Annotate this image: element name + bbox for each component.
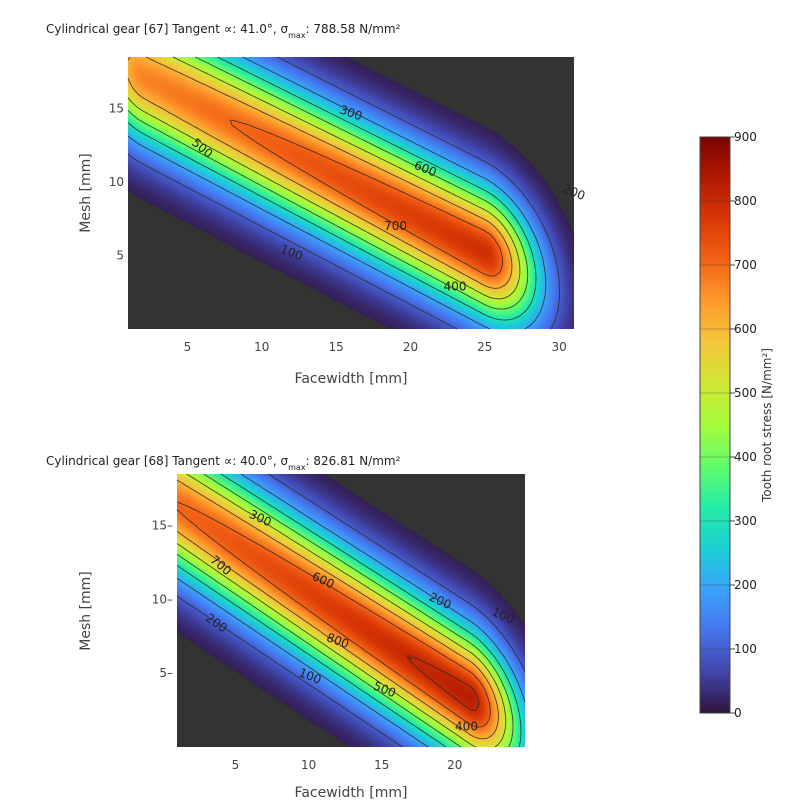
- contour-label: 400: [455, 719, 478, 733]
- colorbar: 0 100 200 300 400 500 600 700 800 900 Tooth root …: [699, 130, 774, 720]
- x-tick-label: 15: [374, 758, 389, 772]
- x-tick-label: 5: [232, 758, 240, 772]
- x-axis-ticks: 5 10 15 20 25 30: [184, 340, 567, 354]
- subplot-gear68: Cylindrical gear [68] Tangent ∝: 40.0°, …: [46, 454, 526, 800]
- y-tick-label: 10: [109, 175, 124, 189]
- x-tick-label: 20: [447, 758, 462, 772]
- colorbar-tick-label: 400: [734, 450, 757, 464]
- colorbar-tick-label: 800: [734, 194, 757, 208]
- contour-line-200: [176, 473, 526, 748]
- y-axis-label: Mesh [mm]: [78, 153, 94, 233]
- colorbar-tick-label: 300: [734, 514, 757, 528]
- contour-line-400: [176, 473, 514, 748]
- subplot-title: Cylindrical gear [68] Tangent ∝: 40.0°, …: [46, 454, 401, 472]
- colorbar-ticks: 0 100 200 300 400 500 600 700 800 900: [700, 130, 757, 720]
- colorbar-tick-label: 900: [734, 130, 757, 144]
- x-axis-ticks: 5 10 15 20: [232, 758, 463, 772]
- contour-line-100: [176, 473, 526, 748]
- colorbar-tick-label: 100: [734, 642, 757, 656]
- y-tick-label: 5–: [159, 666, 173, 680]
- colorbar-tick-label: 200: [734, 578, 757, 592]
- subplot-gear67: Cylindrical gear [67] Tangent ∝: 41.0°, …: [46, 22, 587, 387]
- contour-line-700: [176, 501, 491, 728]
- x-axis-label: Facewidth [mm]: [295, 371, 408, 387]
- y-axis-ticks: 5 10 15: [109, 101, 124, 262]
- y-tick-label: 5: [116, 248, 124, 262]
- y-tick-label: 15: [109, 101, 124, 115]
- subplot-title: Cylindrical gear [67] Tangent ∝: 41.0°, …: [46, 22, 401, 40]
- colorbar-title: Tooth root stress [N/mm²]: [760, 348, 774, 503]
- stress-heatmap: [128, 57, 574, 329]
- contour-line-700: [229, 119, 504, 277]
- contour-line-200: [127, 56, 547, 330]
- y-axis-ticks: 5– 10– 15–: [152, 519, 173, 681]
- colorbar-tick-label: 500: [734, 386, 757, 400]
- contour-line-600: [176, 479, 499, 740]
- contour-lines: [127, 56, 561, 330]
- y-tick-label: 15–: [152, 519, 173, 533]
- colorbar-tick-label: 0: [734, 706, 742, 720]
- x-axis-label: Facewidth [mm]: [295, 785, 408, 800]
- contour-line-600: [127, 56, 513, 289]
- y-axis-label: Mesh [mm]: [78, 571, 94, 651]
- contour-line-500: [127, 56, 521, 300]
- contour-line-300: [176, 473, 522, 748]
- contour-line-100: [127, 56, 561, 330]
- colorbar-tick-label: 700: [734, 258, 757, 272]
- x-tick-label: 10: [254, 340, 269, 354]
- contour-line-500: [176, 473, 507, 748]
- x-tick-label: 10: [301, 758, 316, 772]
- x-tick-label: 25: [477, 340, 492, 354]
- colorbar-tick-label: 600: [734, 322, 757, 336]
- contour-line-300: [127, 56, 537, 321]
- stress-heatmap: [177, 474, 525, 747]
- contour-line-400: [127, 56, 529, 310]
- contour-lines: [176, 473, 526, 748]
- contour-label: 400: [444, 279, 467, 293]
- x-tick-label: 15: [328, 340, 343, 354]
- colorbar-gradient: [699, 136, 731, 714]
- contour-label: 700: [384, 219, 407, 233]
- y-tick-label: 10–: [152, 592, 173, 606]
- x-tick-label: 5: [184, 340, 192, 354]
- x-tick-label: 30: [551, 340, 566, 354]
- contour-line-800: [406, 655, 480, 712]
- x-tick-label: 20: [403, 340, 418, 354]
